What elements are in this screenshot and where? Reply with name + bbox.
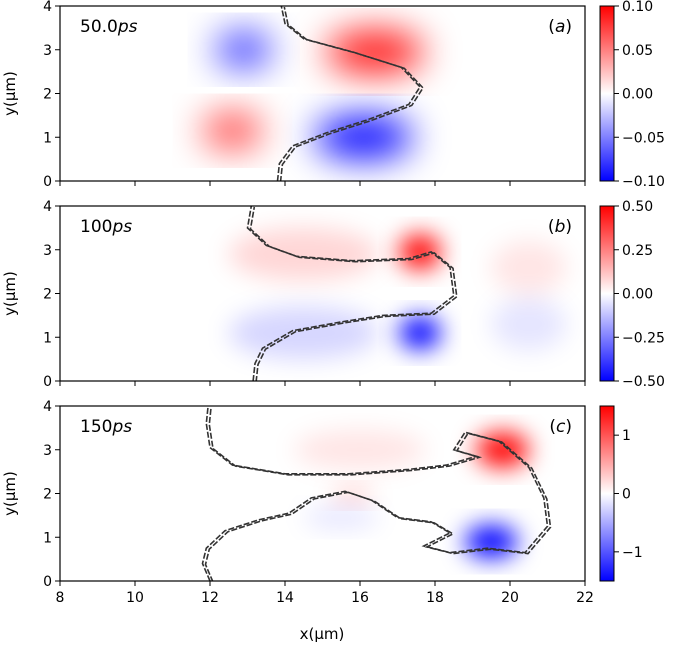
x-tick-label: 10 <box>126 590 144 606</box>
y-tick-label: 0 <box>43 374 52 390</box>
colorbar-tick-label: −0.05 <box>622 130 665 146</box>
plot-background <box>60 6 585 181</box>
colorbar-tick-label: −0.10 <box>622 174 665 190</box>
field-lobe-negative <box>315 115 413 159</box>
y-tick-label: 2 <box>43 287 52 303</box>
panel-1: 50.0ps (a) 0 1 2 3 4 y(μm) 0.10 0.05 0.00 −0.05 −0.1… <box>1 0 665 190</box>
x-tick-label: 8 <box>56 590 65 606</box>
y-tick-label: 4 <box>43 0 52 15</box>
figure: 50.0ps (a)01234y(μm)0.100.050.00−0.05−0.1… <box>0 0 700 644</box>
time-unit: ps <box>111 217 132 237</box>
colorbar-tick-label: 1 <box>622 428 631 444</box>
y-tick-label: 3 <box>43 443 52 459</box>
y-tick-label: 3 <box>43 43 52 59</box>
y-tick-label: 1 <box>43 530 52 546</box>
field-lobe-negative <box>216 31 272 68</box>
time-value: 100 <box>80 217 112 237</box>
field-lobe-negative <box>465 525 518 558</box>
colorbar-tick-label: 0.50 <box>622 199 653 215</box>
time-value: 150 <box>80 417 112 437</box>
field-lobe-negative <box>229 307 379 360</box>
x-axis-label: x(μm) <box>300 625 345 643</box>
y-axis-label: y(μm) <box>1 271 19 316</box>
x-tick-label: 22 <box>576 590 594 606</box>
x-tick-label: 14 <box>276 590 294 606</box>
colorbar-tick-label: 0.25 <box>622 243 653 259</box>
field-lobe-positive <box>203 112 263 149</box>
colorbar-tick-label: −0.25 <box>622 330 665 346</box>
panel-2: 100ps (b) 0 1 2 3 4 y(μm) 0.50 0.25 0.00 −0.25 −0.50 <box>1 199 665 390</box>
y-tick-label: 4 <box>43 199 52 215</box>
time-unit: ps <box>117 17 138 37</box>
x-tick-label: 20 <box>501 590 519 606</box>
y-tick-label: 2 <box>43 487 52 503</box>
time-value: 50.0 <box>80 17 118 37</box>
y-tick-label: 4 <box>43 399 52 415</box>
y-tick-label: 0 <box>43 174 52 190</box>
panel-label: (c) <box>549 417 572 437</box>
colorbar-tick-label: 0.00 <box>622 87 653 103</box>
y-tick-label: 1 <box>43 130 52 146</box>
field-lobe-negative <box>304 507 379 529</box>
field-lobe-positive <box>326 30 424 74</box>
y-axis-label: y(μm) <box>1 471 19 516</box>
field-lobe-negative <box>491 298 566 351</box>
x-tick-label: 16 <box>351 590 369 606</box>
y-tick-label: 3 <box>43 243 52 259</box>
colorbar-tick-label: 0 <box>622 487 631 503</box>
colorbar <box>600 206 614 381</box>
colorbar-tick-label: −0.50 <box>622 374 665 390</box>
x-tick-label: 18 <box>426 590 444 606</box>
field-lobe-positive <box>491 241 566 294</box>
time-label: 150ps <box>80 417 132 437</box>
field-lobe-positive <box>332 488 373 503</box>
colorbar-tick-label: 0.00 <box>622 287 653 303</box>
field-lobe-positive <box>294 430 425 469</box>
time-label: 100ps <box>80 217 132 237</box>
y-tick-label: 1 <box>43 330 52 346</box>
field-lobe-positive <box>399 234 440 269</box>
colorbar <box>600 406 614 581</box>
panel-label: (a) <box>548 17 572 37</box>
colorbar-tick-label: 0.05 <box>622 43 653 59</box>
field-lobe-positive <box>229 228 379 281</box>
colorbar-tick-label: −1 <box>622 545 643 561</box>
colorbar-tick-label: 0.10 <box>622 0 653 15</box>
colorbar <box>600 6 614 181</box>
y-tick-label: 0 <box>43 574 52 590</box>
y-tick-label: 2 <box>43 87 52 103</box>
time-label: 50.0ps <box>80 17 138 37</box>
panel-label: (b) <box>548 217 572 237</box>
y-axis-label: y(μm) <box>1 71 19 116</box>
x-tick-label: 12 <box>201 590 219 606</box>
time-unit: ps <box>111 417 132 437</box>
field-lobe-negative <box>399 316 440 349</box>
